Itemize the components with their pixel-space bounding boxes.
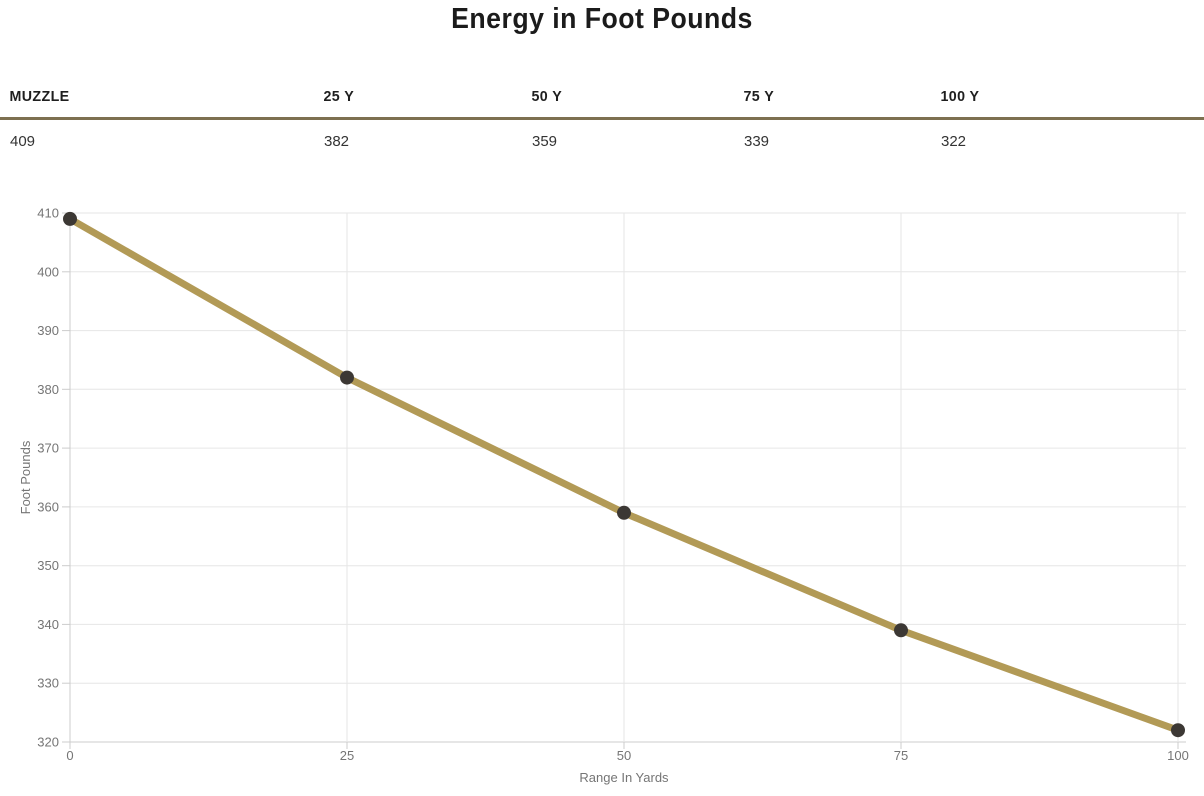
table-value-cell: 359 (532, 133, 558, 150)
energy-line-chart: 320 330 340 350 360 370 380 390 400 410 0 25 50 75 100… (0, 195, 1204, 796)
table-header-cell: 50 Y (531, 88, 563, 105)
energy-table: MUZZLE 25 Y 50 Y 75 Y 100 Y 409 382 359 339 322 (0, 88, 1204, 151)
x-tick-label: 0 (66, 748, 73, 763)
page-title: Energy in Foot Pounds (451, 3, 753, 35)
y-tick-label: 340 (37, 617, 59, 632)
table-header-cell: 75 Y (743, 88, 775, 105)
line-chart-svg: 320 330 340 350 360 370 380 390 400 410 0 25 50 75 100… (18, 206, 1189, 786)
x-axis-title: Range In Yards (579, 770, 669, 785)
y-tick-label: 350 (37, 558, 59, 573)
x-tick-label: 50 (617, 748, 631, 763)
data-point[interactable] (894, 623, 908, 638)
x-tick-label: 100 (1167, 748, 1189, 763)
y-tick-label: 330 (37, 676, 59, 691)
table-header-cell: 100 Y (940, 88, 980, 105)
table-value-row: 409 382 359 339 322 (0, 120, 1204, 151)
data-point[interactable] (617, 505, 631, 520)
table-value-cell: 339 (744, 133, 770, 150)
table-header-cell: MUZZLE (9, 88, 70, 105)
y-tick-label: 360 (37, 499, 59, 514)
x-tick-label: 75 (894, 748, 908, 763)
y-tick-label: 380 (37, 382, 59, 397)
y-tick-label: 400 (37, 264, 59, 279)
table-value-cell: 322 (941, 133, 967, 150)
y-tick-label: 320 (37, 735, 59, 750)
y-tick-label: 410 (37, 206, 59, 221)
data-point[interactable] (63, 211, 77, 226)
table-value-cell: 409 (10, 133, 36, 150)
y-tick-label: 390 (37, 323, 59, 338)
data-point[interactable] (1171, 723, 1185, 738)
table-value-cell: 382 (324, 133, 350, 150)
table-header-row: MUZZLE 25 Y 50 Y 75 Y 100 Y (0, 88, 1204, 120)
data-point[interactable] (340, 370, 354, 385)
y-axis-title: Foot Pounds (18, 440, 33, 514)
x-tick-label: 25 (340, 748, 354, 763)
y-tick-label: 370 (37, 441, 59, 456)
table-header-cell: 25 Y (323, 88, 355, 105)
